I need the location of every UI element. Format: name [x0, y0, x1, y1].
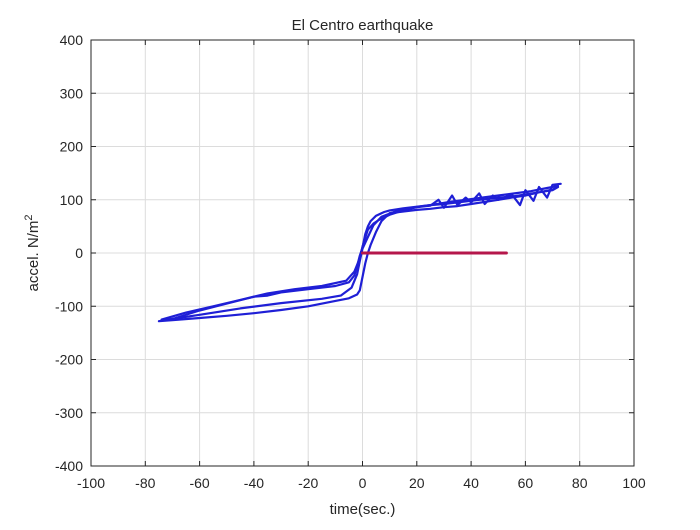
y-axis-title-superscript: 2	[23, 215, 35, 221]
x-tick-label: 60	[518, 475, 534, 491]
series-line-1	[157, 185, 560, 323]
y-tick-label: 400	[60, 32, 84, 48]
series-line-3	[163, 184, 560, 322]
x-tick-label: 0	[359, 475, 367, 491]
x-tick-label: -60	[189, 475, 209, 491]
chart-title: El Centro earthquake	[292, 17, 434, 34]
x-tick-label: 100	[622, 475, 646, 491]
y-tick-label: 100	[60, 192, 84, 208]
y-tick-label: 200	[60, 139, 84, 155]
y-axis-title: accel. N/m2	[23, 215, 42, 292]
x-tick-label: -100	[77, 475, 105, 491]
x-tick-labels: -100 -80 -60 -40 -20 0 20 40 60 80 100	[77, 475, 646, 491]
y-tick-label: -100	[55, 298, 83, 314]
data-series	[157, 182, 562, 323]
y-tick-labels: -400 -300 -200 -100 0 100 200 300 400	[55, 32, 83, 474]
x-tick-label: 40	[463, 475, 479, 491]
y-tick-label: 0	[75, 245, 83, 261]
x-tick-label: -20	[298, 475, 318, 491]
y-tick-label: 300	[60, 85, 84, 101]
x-tick-label: 80	[572, 475, 588, 491]
x-tick-label: -80	[135, 475, 155, 491]
x-tick-label: -40	[244, 475, 264, 491]
x-axis-title: time(sec.)	[330, 501, 396, 518]
y-axis-title-text: accel. N/m	[25, 221, 42, 292]
y-tick-label: -300	[55, 405, 83, 421]
y-tick-label: -200	[55, 352, 83, 368]
x-tick-label: 20	[409, 475, 425, 491]
tick-marks	[90, 39, 635, 467]
y-tick-label: -400	[55, 458, 83, 474]
